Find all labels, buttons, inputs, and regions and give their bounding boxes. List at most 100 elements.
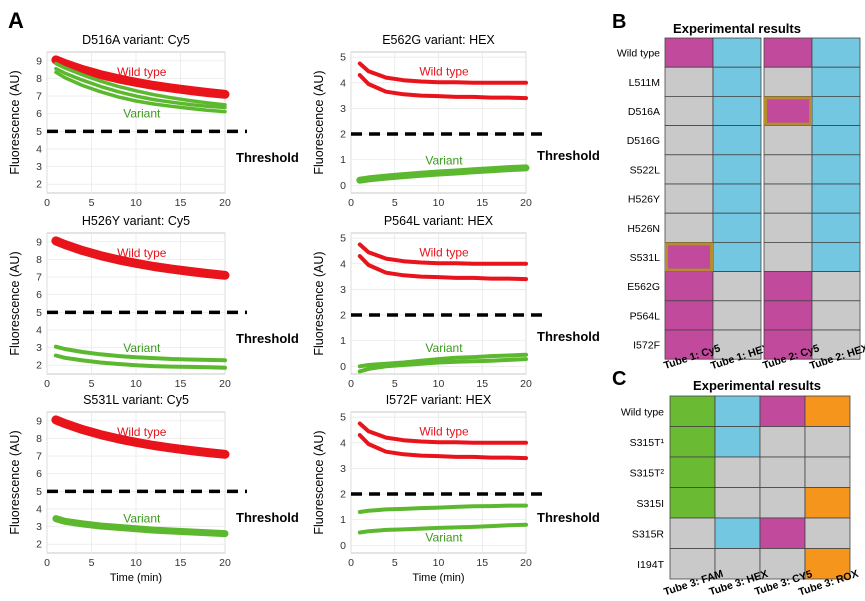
x-tick-label: 20 — [219, 378, 231, 390]
x-tick-label: 15 — [175, 557, 187, 569]
result-cell — [804, 487, 851, 519]
result-cell — [763, 241, 813, 272]
threshold-label: Threshold — [236, 331, 299, 346]
result-cell — [759, 395, 806, 427]
wild-type-curve — [51, 236, 230, 280]
x-tick-label: 20 — [520, 378, 532, 390]
highlight-box — [665, 242, 713, 272]
x-tick-label: 20 — [520, 197, 532, 209]
result-cell — [811, 154, 861, 185]
y-tick-label: 3 — [36, 161, 42, 173]
result-cell — [759, 517, 806, 549]
row-label: H526N — [627, 223, 660, 235]
chart-4: P564L variant: HEX 0 5 10 15 20 0 1 2 3 4 5 Fluoresc… — [312, 214, 600, 390]
row-label: L511M — [629, 77, 660, 89]
y-tick-label: 5 — [340, 412, 346, 424]
y-tick-label: 2 — [36, 360, 42, 372]
result-cell — [811, 183, 861, 214]
x-tick-label: 0 — [348, 557, 354, 569]
y-tick-label: 4 — [340, 258, 346, 270]
panel-label-b: B — [612, 11, 626, 33]
variant-label: Variant — [123, 341, 161, 355]
y-tick-label: 9 — [36, 55, 42, 67]
row-label: Wild type — [621, 406, 664, 418]
y-tick-label: 2 — [340, 489, 346, 501]
y-tick-label: 3 — [340, 463, 346, 475]
result-cell — [811, 241, 861, 272]
x-tick-label: 5 — [89, 557, 95, 569]
row-label: S315I — [637, 498, 664, 510]
y-tick-label: 0 — [340, 540, 346, 552]
y-axis-label: Fluorescence (AU) — [8, 430, 22, 534]
x-tick-label: 5 — [392, 378, 398, 390]
result-cell — [811, 300, 861, 331]
row-label: D516A — [628, 106, 660, 118]
highlight-box — [764, 96, 812, 126]
result-cell — [763, 96, 813, 127]
x-axis-label: Time (min) — [412, 572, 464, 584]
wild-type-curve — [357, 61, 528, 85]
y-tick-label: 4 — [36, 503, 42, 515]
chart-title: I572F variant: HEX — [386, 393, 492, 407]
result-cell — [811, 66, 861, 97]
y-tick-label: 3 — [36, 342, 42, 354]
result-cell — [712, 125, 762, 156]
y-tick-label: 8 — [36, 254, 42, 266]
y-axis-label: Fluorescence (AU) — [312, 430, 326, 534]
x-tick-label: 0 — [348, 378, 354, 390]
result-cell — [712, 300, 762, 331]
result-cell — [804, 548, 851, 580]
result-cell — [712, 212, 762, 243]
row-label: S315R — [632, 528, 665, 540]
result-cell — [763, 154, 813, 185]
row-label: H526Y — [628, 194, 660, 206]
x-tick-label: 10 — [433, 557, 445, 569]
x-tick-label: 10 — [130, 557, 142, 569]
variant-curve — [54, 70, 227, 114]
row-label: Wild type — [617, 48, 660, 60]
result-cell — [664, 37, 714, 68]
y-tick-label: 9 — [36, 415, 42, 427]
wild-type-curve — [357, 421, 528, 445]
result-cell — [669, 548, 716, 580]
wild-type-curve — [357, 242, 528, 266]
y-tick-label: 7 — [36, 272, 42, 284]
y-tick-label: 3 — [340, 103, 346, 115]
y-tick-label: 1 — [340, 335, 346, 347]
chart-6: I572F variant: HEX 0 5 10 15 20 0 1 2 3 4 5 Fluoresc… — [312, 393, 600, 584]
variant-curve — [357, 352, 528, 369]
result-cell — [811, 125, 861, 156]
x-tick-label: 0 — [44, 378, 50, 390]
y-tick-label: 2 — [340, 310, 346, 322]
chart-title: S531L variant: Cy5 — [83, 393, 189, 407]
x-tick-label: 0 — [348, 197, 354, 209]
variant-label: Variant — [425, 530, 463, 544]
variant-label: Variant — [123, 107, 161, 121]
chart-title: D516A variant: Cy5 — [82, 33, 190, 47]
x-tick-label: 15 — [476, 197, 488, 209]
result-cell — [714, 395, 761, 427]
chart-title: P564L variant: HEX — [384, 214, 494, 228]
chart-1: D516A variant: Cy5 0 5 10 15 20 2 3 4 5 6 7 8 9 Fluore… — [8, 33, 299, 209]
result-cell — [804, 426, 851, 458]
result-cell — [759, 548, 806, 580]
result-cell — [712, 66, 762, 97]
panel-label-a: A — [8, 8, 24, 33]
y-axis-label: Fluorescence (AU) — [312, 251, 326, 355]
variant-curve — [53, 353, 227, 370]
y-tick-label: 0 — [340, 361, 346, 373]
result-cell — [759, 456, 806, 488]
x-tick-label: 15 — [476, 557, 488, 569]
y-tick-label: 6 — [36, 108, 42, 120]
result-cell — [712, 271, 762, 302]
variant-label: Variant — [425, 153, 463, 167]
y-tick-label: 4 — [340, 77, 346, 89]
y-tick-label: 2 — [340, 129, 346, 141]
result-cell — [763, 300, 813, 331]
result-cell — [664, 96, 714, 127]
x-tick-label: 10 — [433, 197, 445, 209]
table-title: Experimental results — [693, 378, 821, 393]
y-axis-label: Fluorescence (AU) — [8, 70, 22, 174]
result-cell — [664, 241, 714, 272]
result-cell — [811, 329, 861, 360]
